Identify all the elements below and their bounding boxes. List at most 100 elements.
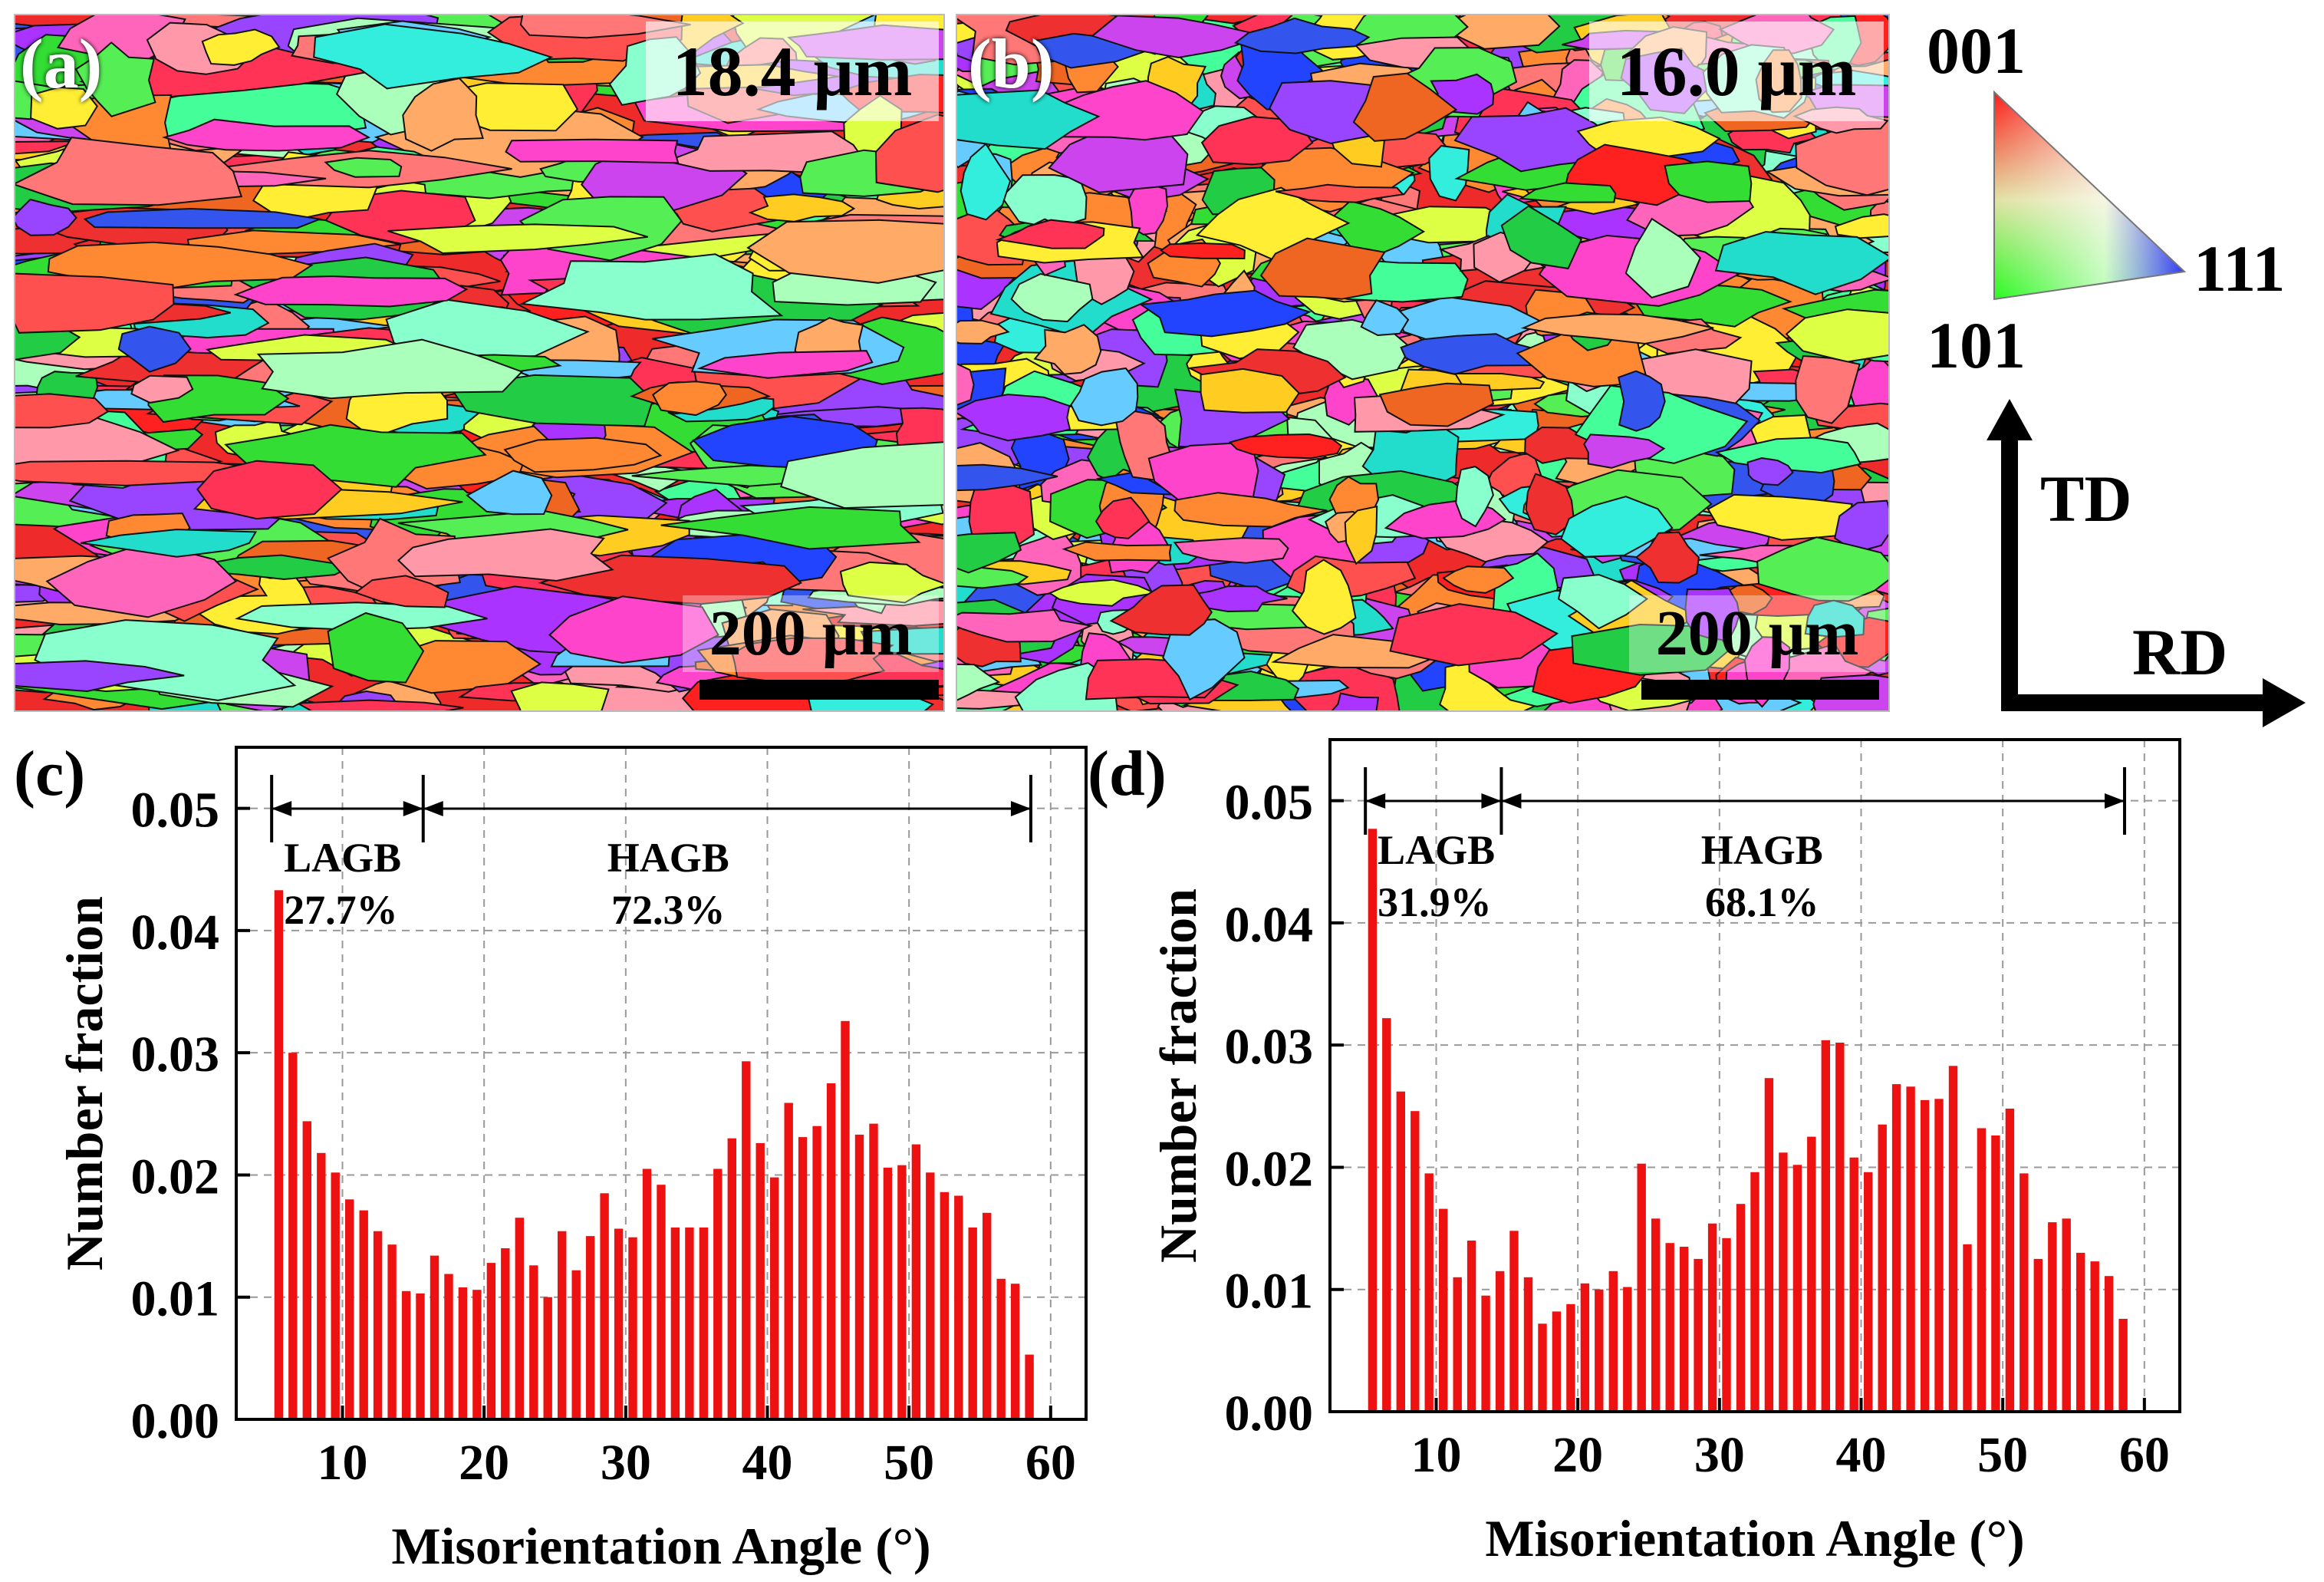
bar [685,1227,694,1419]
grain [313,23,554,90]
grain [957,363,975,406]
bar [1495,1271,1505,1412]
bar [628,1237,637,1419]
grain [957,394,1071,442]
grain [201,28,281,66]
x-tick-label: 20 [459,1435,509,1491]
grain [731,637,894,684]
bar [1707,1223,1717,1412]
bar [331,1172,340,1419]
arrowhead [1501,793,1522,809]
bar [798,1137,808,1419]
bar [1411,1111,1420,1412]
grain [130,374,194,404]
bar [1963,1244,1972,1412]
grain [30,86,98,130]
bar [373,1231,383,1419]
bar [1368,829,1378,1412]
grain [1228,433,1343,460]
y-tick-label: 0.01 [131,1271,220,1327]
bar [1382,1018,1391,1412]
bar [1595,1289,1604,1412]
bar [1779,1152,1788,1412]
ipf-label-101: 101 [1927,308,2026,382]
grain [1344,505,1378,565]
grain [1173,537,1289,564]
bar [345,1199,354,1419]
bar [2090,1261,2099,1412]
y-tick-label: 0.05 [1225,775,1314,831]
hagb-label: HAGB [607,835,729,881]
y-tick-label: 0.04 [131,905,220,961]
grain [1795,354,1861,424]
bar [1538,1323,1547,1412]
bar [444,1274,453,1419]
bar [317,1152,326,1419]
grain [402,77,484,152]
bar [430,1255,439,1419]
grain [746,219,943,284]
grain [839,561,943,604]
bar [1807,1136,1816,1412]
bar [940,1191,949,1419]
grain [15,272,175,334]
bar [699,1227,709,1419]
y-tick-label: 0.01 [1225,1264,1314,1320]
bar [1424,1173,1434,1412]
x-tick-label: 10 [318,1435,368,1491]
grain [1618,370,1666,432]
bar [897,1165,907,1419]
grain [1095,496,1150,539]
grain [660,506,921,550]
grain [1109,584,1213,636]
scale-bar-b [1641,680,1879,700]
grain [1795,115,1888,196]
grain [1048,578,1158,607]
bar [1891,1084,1901,1412]
bar [713,1168,723,1419]
grain [1010,272,1094,323]
y-tick-label: 0.05 [131,783,220,839]
bar [1453,1277,1462,1412]
grain [1453,107,1618,173]
bar [472,1290,482,1419]
grain [1455,466,1494,528]
grain [780,441,943,509]
grain [1500,205,1583,270]
y-tick-label: 0.02 [131,1149,220,1205]
arrowhead [423,801,443,816]
bar [642,1168,652,1419]
bar [1849,1157,1858,1412]
grain [1352,72,1458,142]
bar [1864,1172,1873,1412]
bar [1025,1354,1034,1419]
grain [15,393,110,429]
grain [1834,213,1888,239]
bar [2033,1258,2043,1412]
arrowhead [2104,793,2125,809]
bar [600,1193,609,1419]
y-tick-label: 0.04 [1225,897,1314,953]
bar [1010,1284,1020,1419]
bar [1566,1304,1575,1412]
grain [1428,145,1470,202]
bar [571,1270,581,1419]
bar [657,1185,666,1419]
grain [1233,17,1371,54]
ebsd-map-b [956,14,1890,712]
x-tick-label: 40 [1836,1427,1887,1483]
arrowhead [272,801,292,816]
bar [288,1053,298,1419]
grain [295,699,464,710]
bar [1552,1311,1562,1412]
bar [670,1227,680,1419]
bar [1396,1091,1405,1412]
x-tick-label: 30 [601,1435,651,1491]
panel-label-d: (d) [1088,738,1167,809]
bar [501,1248,510,1419]
bar [1920,1099,1930,1412]
bar [1991,1135,2000,1412]
x-axis-label: Misorientation Angle (°) [1485,1509,2024,1567]
arrowhead [1365,793,1386,809]
plot-frame [1328,738,2181,1413]
